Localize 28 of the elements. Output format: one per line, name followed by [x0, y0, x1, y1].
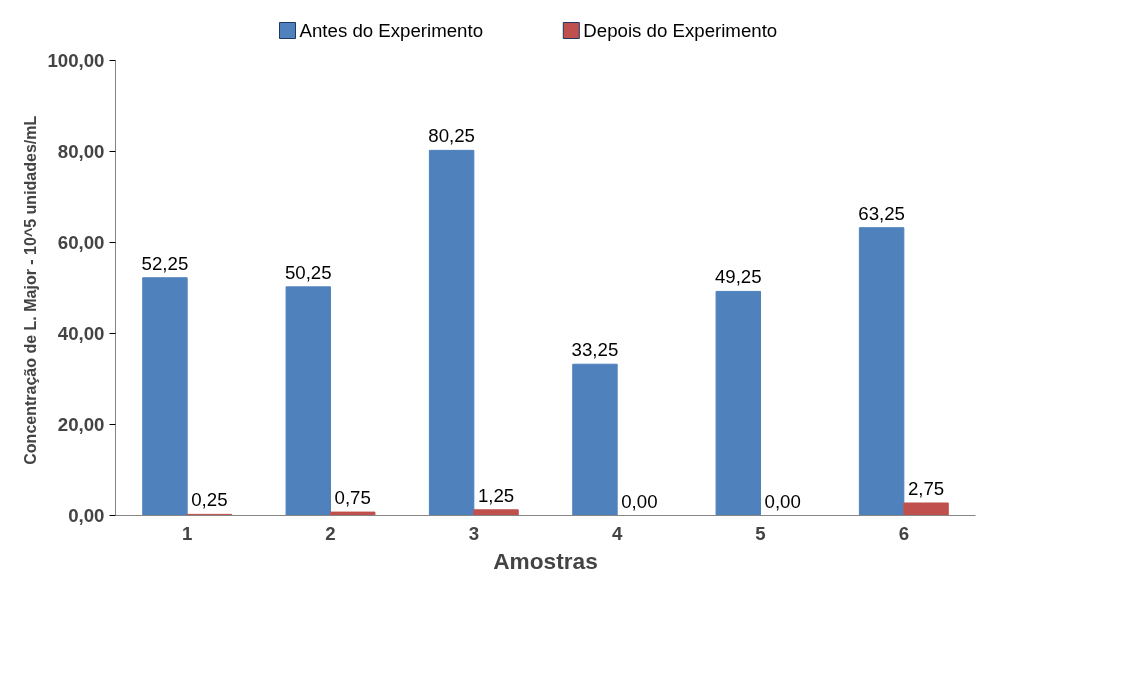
data-label: 52,25 [141, 252, 189, 274]
x-tick-label: 2 [325, 522, 336, 544]
x-tick-label: 1 [181, 522, 193, 544]
y-tick-label: 40,00 [57, 323, 105, 344]
y-tick-label: 100,00 [47, 50, 105, 71]
data-label: 63,25 [858, 202, 905, 224]
y-tick-label: 60,00 [57, 232, 105, 253]
y-tick-label: 0,00 [68, 505, 105, 526]
data-label: 1,25 [477, 484, 515, 506]
data-label: 49,25 [714, 266, 762, 288]
x-tick-label: 6 [898, 522, 910, 544]
y-tick-label: 80,00 [57, 141, 105, 162]
y-tick-label: 20,00 [57, 414, 105, 435]
data-label: 50,25 [284, 261, 332, 283]
x-axis-title: Amostras [493, 547, 598, 574]
data-label: 0,75 [334, 487, 371, 509]
data-label: 80,25 [428, 125, 475, 147]
data-label: 2,75 [907, 477, 945, 499]
x-tick-label: 4 [611, 522, 623, 544]
data-label: 0,00 [621, 490, 658, 512]
y-axis-title: Concentração de L. Major - 10^5 unidades/mL [22, 115, 40, 465]
legend-label: Antes do Experimento [299, 20, 484, 41]
legend-label: Depois do Experimento [583, 20, 778, 41]
data-label: 0,25 [191, 489, 228, 511]
data-label: 0,00 [764, 490, 801, 512]
data-label: 33,25 [571, 339, 619, 361]
x-tick-label: 3 [468, 522, 480, 544]
x-tick-label: 5 [755, 522, 766, 544]
